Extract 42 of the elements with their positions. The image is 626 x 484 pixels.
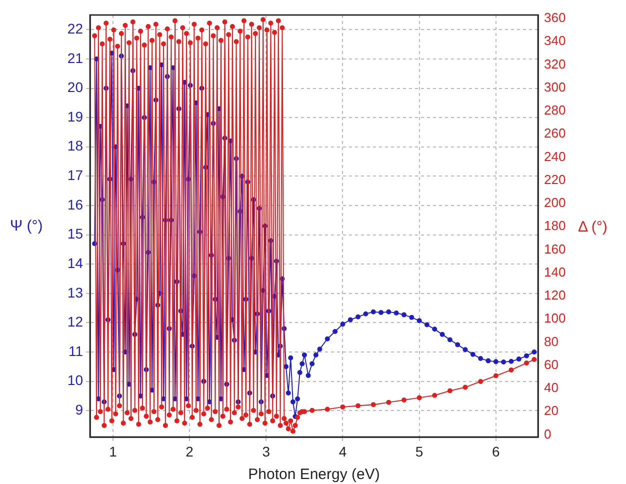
y-tick-label: 16: [67, 196, 84, 212]
y2-tick-label: 0: [544, 426, 552, 442]
y-tick-label: 11: [68, 342, 84, 359]
y2-tick-label: 100: [544, 310, 566, 326]
y-tick-label: 13: [67, 284, 84, 300]
y2-axis-title: Δ (°): [578, 218, 608, 236]
y2-tick-label: 320: [544, 56, 566, 72]
y2-tick-label: 340: [544, 33, 566, 48]
y2-tick-label: 220: [544, 172, 566, 187]
y2-tick-label: 20: [544, 403, 558, 418]
y-tick-label: 22: [67, 20, 84, 37]
x-tick-label: 4: [338, 443, 347, 460]
x-tick-label: 2: [186, 443, 194, 460]
x-tick-label: 6: [492, 443, 500, 460]
y2-tick-label: 120: [544, 288, 566, 303]
y-tick-label: 12: [67, 314, 84, 330]
y-axis-title: Ψ (°): [10, 218, 43, 234]
x-tick-label: 1: [109, 443, 118, 460]
y2-tick-label: 140: [544, 264, 566, 280]
y2-tick-label: 200: [544, 195, 566, 210]
y2-tick-label: 160: [544, 241, 566, 256]
y-tick-label: 20: [67, 79, 84, 96]
y-tick-label: 10: [67, 372, 84, 388]
y2-tick-label: 240: [544, 148, 566, 164]
y2-tick-label: 280: [544, 102, 566, 118]
y-tick-label: 18: [67, 138, 84, 154]
x-tick-label: 5: [415, 443, 424, 460]
y2-tick-label: 40: [544, 380, 558, 396]
y-tick-label: 19: [67, 108, 84, 124]
y2-tick-label: 80: [544, 334, 558, 349]
y-tick-label: 9: [75, 401, 84, 418]
y-tick-label: 14: [67, 254, 84, 271]
y2-tick-label: 300: [544, 79, 566, 94]
y-tick-label: 15: [67, 226, 84, 242]
y-tick-label: 17: [67, 167, 84, 184]
y-tick-label: 21: [67, 50, 84, 66]
y2-tick-label: 60: [544, 356, 558, 372]
y2-tick-label: 180: [544, 218, 566, 234]
y2-tick-label: 360: [544, 10, 566, 26]
x-axis-title: Photon Energy (eV): [248, 466, 380, 484]
x-tick-label: 3: [262, 443, 270, 460]
y2-tick-label: 260: [544, 126, 566, 141]
